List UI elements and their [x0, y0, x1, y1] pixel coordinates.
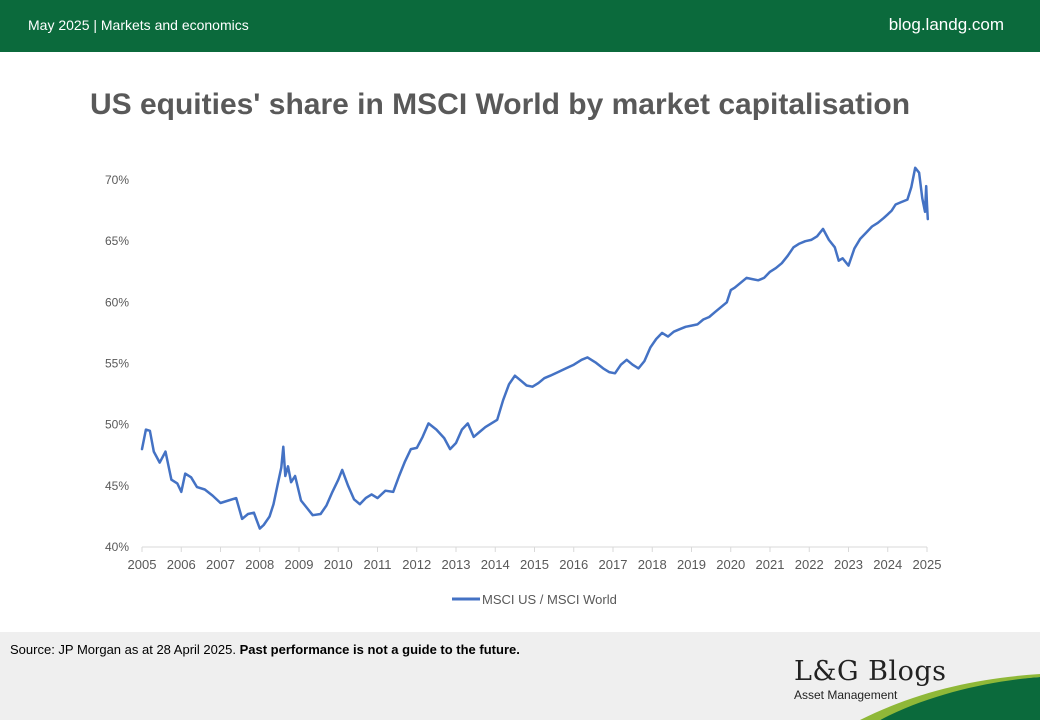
x-tick-label: 2023: [834, 557, 863, 572]
legend: MSCI US / MSCI World: [452, 592, 617, 607]
x-tick-label: 2024: [873, 557, 902, 572]
brand-subtitle: Asset Management: [794, 688, 898, 702]
x-tick-label: 2015: [520, 557, 549, 572]
header-bar: May 2025 | Markets and economics blog.la…: [0, 0, 1040, 52]
x-tick-label: 2025: [913, 557, 942, 572]
x-tick-label: 2013: [442, 557, 471, 572]
x-tick-label: 2018: [638, 557, 667, 572]
x-tick-label: 2010: [324, 557, 353, 572]
x-tick-label: 2009: [285, 557, 314, 572]
source-note: Source: JP Morgan as at 28 April 2025. P…: [10, 642, 520, 657]
footer: Source: JP Morgan as at 28 April 2025. P…: [0, 632, 1040, 720]
disclaimer-text: Past performance is not a guide to the f…: [239, 642, 520, 657]
y-tick-label: 40%: [105, 540, 129, 554]
series-layer: [140, 166, 930, 530]
legend-label: MSCI US / MSCI World: [482, 592, 617, 607]
x-axis: 2005 2006 2007 2008 2009 2010 2011 2012 2013 2014…: [128, 546, 942, 572]
y-axis-labels: 40% 45% 50% 55% 60% 65% 70%: [105, 173, 129, 554]
brand-swoosh-graphic: [860, 674, 1040, 720]
x-tick-label: 2016: [559, 557, 588, 572]
x-tick-label: 2022: [795, 557, 824, 572]
y-tick-label: 60%: [105, 295, 129, 309]
brand-logo[interactable]: L&G Blogs Asset Management: [794, 656, 947, 702]
x-tick-label: 2007: [206, 557, 235, 572]
y-tick-label: 55%: [105, 357, 129, 371]
x-tick-label: 2006: [167, 557, 196, 572]
x-tick-label: 2008: [245, 557, 274, 572]
header-date-section: May 2025 | Markets and economics: [28, 17, 249, 33]
chart-title: US equities' share in MSCI World by mark…: [89, 88, 911, 121]
y-tick-label: 50%: [105, 418, 129, 432]
x-tick-label: 2021: [756, 557, 785, 572]
x-tick-label: 2014: [481, 557, 510, 572]
series-line: [140, 166, 930, 530]
x-tick-label: 2011: [364, 557, 392, 572]
source-text: Source: JP Morgan as at 28 April 2025.: [10, 642, 240, 657]
x-tick-label: 2020: [716, 557, 745, 572]
x-tick-label: 2017: [599, 557, 628, 572]
y-tick-label: 45%: [105, 479, 129, 493]
x-tick-label: 2019: [677, 557, 706, 572]
line-chart: 40%45%50%55%60%65%70% 2005 2006 2007 2008 20…: [105, 166, 942, 607]
header-site-link[interactable]: blog.landg.com: [888, 15, 1004, 34]
x-tick-label: 2012: [402, 557, 431, 572]
x-tick-label: 2005: [128, 557, 157, 572]
y-tick-label: 65%: [105, 234, 129, 248]
brand-name: L&G Blogs: [794, 656, 947, 687]
y-tick-label: 70%: [105, 173, 129, 187]
